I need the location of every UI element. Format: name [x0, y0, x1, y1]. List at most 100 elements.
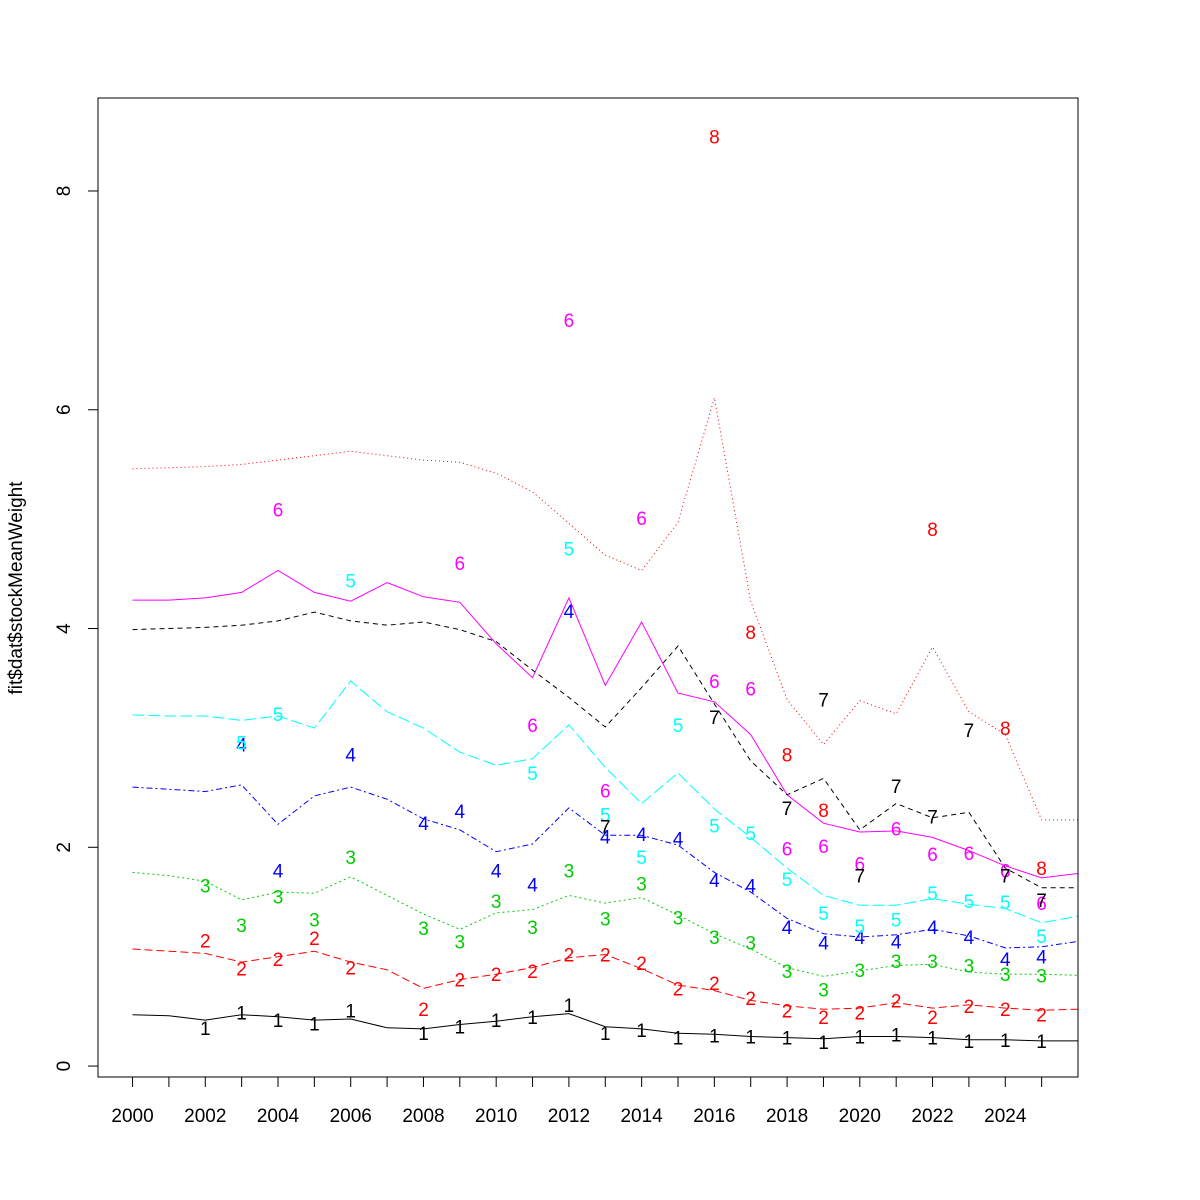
observation-label-6: 6	[709, 672, 720, 693]
observation-label-7: 7	[964, 721, 975, 742]
observation-label-6: 6	[600, 781, 611, 802]
observation-label-1: 1	[200, 1019, 211, 1040]
observation-label-3: 3	[709, 928, 720, 949]
x-tick-label: 2006	[330, 1106, 372, 1127]
observation-label-3: 3	[964, 956, 975, 977]
observation-label-2: 2	[782, 1001, 793, 1022]
observation-label-1: 1	[818, 1033, 829, 1054]
observation-label-2: 2	[418, 1000, 429, 1021]
observation-label-2: 2	[345, 959, 356, 980]
observation-label-1: 1	[745, 1028, 756, 1049]
x-tick-label: 2016	[693, 1106, 735, 1127]
observation-label-3: 3	[309, 911, 320, 932]
observation-label-6: 6	[818, 837, 829, 858]
observation-label-6: 6	[564, 311, 575, 332]
observation-label-5: 5	[782, 870, 793, 891]
observation-label-8: 8	[1000, 719, 1011, 740]
observation-label-5: 5	[818, 904, 829, 925]
observation-label-3: 3	[527, 918, 538, 939]
observation-label-1: 1	[309, 1014, 320, 1035]
observation-label-4: 4	[927, 918, 938, 939]
observation-label-5: 5	[273, 705, 284, 726]
observation-label-8: 8	[1036, 859, 1047, 880]
observation-label-1: 1	[855, 1028, 866, 1049]
observation-label-6: 6	[273, 500, 284, 521]
x-tick-label: 2004	[257, 1106, 300, 1127]
x-tick-label: 2020	[839, 1106, 881, 1127]
x-tick-label: 2022	[911, 1106, 953, 1127]
observation-label-2: 2	[673, 979, 684, 1000]
observation-label-8: 8	[782, 745, 793, 766]
observation-label-2: 2	[709, 974, 720, 995]
observation-label-6: 6	[1036, 894, 1047, 915]
observation-label-5: 5	[600, 806, 611, 827]
observation-label-4: 4	[455, 802, 466, 823]
series-line-4	[132, 784, 1078, 949]
observation-label-3: 3	[273, 888, 284, 909]
observation-label-7: 7	[818, 691, 829, 712]
observation-label-1: 1	[636, 1021, 647, 1042]
observation-label-3: 3	[636, 874, 647, 895]
x-tick-label: 2008	[402, 1106, 444, 1127]
observation-label-3: 3	[491, 892, 502, 913]
observation-label-4: 4	[1036, 948, 1047, 969]
observation-label-4: 4	[636, 825, 647, 846]
x-tick-label: 2018	[766, 1106, 808, 1127]
observation-label-8: 8	[818, 801, 829, 822]
observation-label-5: 5	[345, 571, 356, 592]
observation-label-1: 1	[1000, 1031, 1011, 1052]
observation-label-2: 2	[491, 965, 502, 986]
observation-label-5: 5	[236, 733, 247, 754]
observation-label-2: 2	[200, 931, 211, 952]
y-axis-title: fit$dat$stockMeanWeight	[6, 481, 27, 695]
x-tick-label: 2000	[111, 1106, 153, 1127]
x-axis: 2000 2002 2004 2006 2008 2010 2012 2014 2016 2018…	[111, 1076, 1043, 1127]
series-line-5	[132, 680, 1078, 924]
observation-label-6: 6	[782, 839, 793, 860]
observation-label-5: 5	[636, 848, 647, 869]
observation-label-6: 6	[527, 716, 538, 737]
observation-label-6: 6	[855, 855, 866, 876]
observation-label-1: 1	[273, 1011, 284, 1032]
observation-label-4: 4	[236, 736, 247, 757]
observation-label-4: 4	[964, 928, 975, 949]
observation-label-3: 3	[455, 932, 466, 953]
observation-label-5: 5	[745, 824, 756, 845]
observation-label-5: 5	[1036, 927, 1047, 948]
observation-label-2: 2	[309, 929, 320, 950]
observation-label-8: 8	[709, 127, 720, 148]
observation-label-4: 4	[782, 918, 793, 939]
observation-label-4: 4	[273, 861, 284, 882]
observation-label-3: 3	[200, 877, 211, 898]
observation-label-4: 4	[709, 871, 720, 892]
y-tick-label: 2	[54, 842, 75, 853]
observation-label-4: 4	[673, 830, 684, 851]
observation-label-5: 5	[927, 884, 938, 905]
observation-label-3: 3	[818, 981, 829, 1002]
observation-label-6: 6	[1000, 861, 1011, 882]
observation-label-6: 6	[455, 554, 466, 575]
observation-label-2: 2	[1036, 1006, 1047, 1027]
observation-label-2: 2	[818, 1008, 829, 1029]
observation-label-2: 2	[564, 946, 575, 967]
observation-label-4: 4	[855, 928, 866, 949]
observation-label-7: 7	[891, 777, 902, 798]
observation-label-7: 7	[600, 818, 611, 839]
series-line-2	[132, 948, 1078, 1011]
observation-label-7: 7	[1036, 891, 1047, 912]
observation-label-3: 3	[1000, 965, 1011, 986]
observation-label-2: 2	[527, 962, 538, 983]
observation-label-3: 3	[564, 861, 575, 882]
observation-label-3: 3	[673, 908, 684, 929]
observation-label-4: 4	[527, 876, 538, 897]
observation-label-6: 6	[891, 820, 902, 841]
observation-label-2: 2	[236, 960, 247, 981]
observation-label-2: 2	[273, 950, 284, 971]
observation-label-2: 2	[455, 971, 466, 992]
y-tick-label: 4	[54, 623, 75, 634]
series-line-3	[132, 871, 1078, 977]
observation-label-5: 5	[709, 816, 720, 837]
x-tick-label: 2014	[620, 1106, 663, 1127]
observation-label-1: 1	[891, 1025, 902, 1046]
